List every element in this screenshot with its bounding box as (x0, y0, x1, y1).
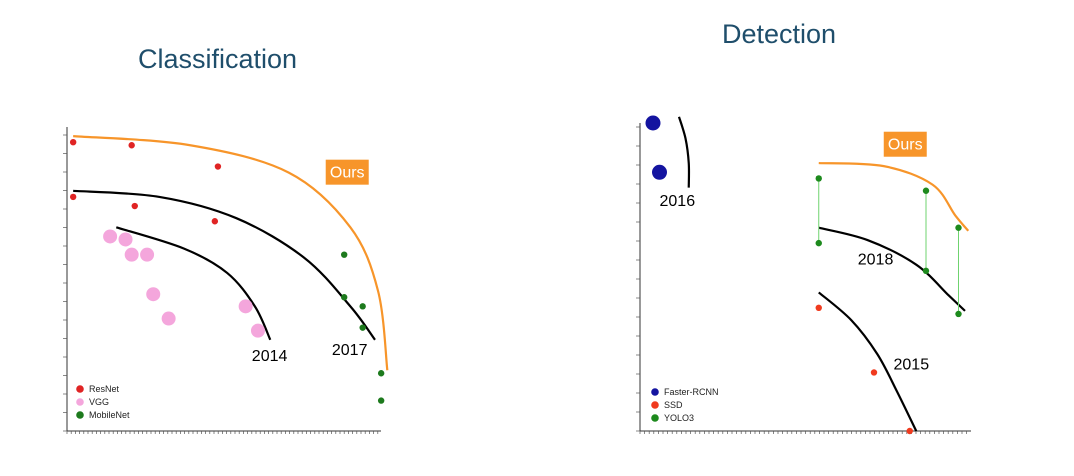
classification-point-mobilenet (359, 324, 366, 331)
classification-ours-label: Ours (330, 165, 365, 182)
detection-point-ssd (906, 427, 913, 435)
detection-point-yolo3 (955, 310, 962, 318)
classification-title: Classification (138, 44, 298, 74)
classification-point-vgg (140, 247, 155, 262)
classification-frontier-2017 (73, 189, 376, 341)
detection-point-faster-rcnn (645, 115, 661, 131)
detection-point-yolo3 (815, 239, 822, 247)
classification-point-vgg (161, 311, 176, 326)
classification-point-vgg (146, 287, 161, 302)
classification-legend-marker-vgg (76, 398, 84, 406)
classification-legend-label-resnet: ResNet (89, 384, 120, 394)
classification-point-vgg (238, 299, 253, 314)
detection-legend-marker-faster-rcnn (651, 388, 659, 396)
detection-era-label-2018: 2018 (858, 252, 894, 269)
classification-era-label-2017: 2017 (332, 342, 368, 359)
detection-frontier-2016 (677, 116, 691, 188)
detection-frontier-2018 (818, 226, 966, 312)
detection-ours-label-box (883, 131, 927, 157)
detection-point-yolo3 (922, 187, 930, 194)
classification-point-mobilenet (341, 251, 348, 258)
detection-title: Detection (722, 19, 837, 49)
classification-point-mobilenet (377, 370, 385, 377)
classification-frontier-ours (73, 135, 389, 371)
classification-legend-label-mobilenet: MobileNet (89, 410, 130, 420)
detection-ours-label: Ours (888, 137, 923, 154)
detection-legend-marker-yolo3 (651, 414, 659, 422)
classification-point-vgg (103, 229, 118, 244)
detection-legend-label-yolo3: YOLO3 (664, 413, 694, 423)
detection-point-faster-rcnn (652, 164, 667, 180)
classification-legend-label-vgg: VGG (89, 397, 109, 407)
classification-panel: 2014 2017 Ours ResNet VGG MobileNet (63, 127, 389, 434)
detection-point-ssd (870, 369, 878, 376)
detection-legend-marker-ssd (651, 401, 659, 409)
detection-frontier-ours (818, 161, 970, 232)
classification-legend-marker-resnet (76, 385, 84, 393)
classification-point-resnet (69, 139, 77, 146)
classification-point-vgg (118, 232, 133, 247)
detection-era-label-2016: 2016 (660, 193, 696, 210)
classification-frontier-2014 (115, 226, 272, 341)
detection-frontier-2015 (818, 291, 918, 432)
classification-point-resnet (128, 142, 135, 149)
classification-point-resnet (69, 193, 77, 201)
classification-point-resnet (214, 163, 222, 170)
classification-point-vgg (124, 247, 139, 262)
classification-era-label-2014: 2014 (252, 348, 288, 365)
detection-point-yolo3 (922, 267, 930, 275)
detection-point-ssd (815, 304, 822, 311)
detection-panel: 2016 2018 2015 Ours Faster-RCNN SSD YOLO3 (636, 115, 971, 435)
detection-era-label-2015: 2015 (894, 356, 930, 373)
classification-point-resnet (131, 202, 138, 210)
detection-legend-label-ssd: SSD (664, 400, 683, 410)
detection-legend-label-faster-rcnn: Faster-RCNN (664, 387, 719, 397)
detection-point-yolo3 (815, 175, 822, 182)
detection-point-yolo3 (955, 224, 962, 231)
classification-legend-marker-mobilenet (76, 411, 84, 419)
classification-point-resnet (211, 218, 219, 225)
classification-point-mobilenet (377, 397, 385, 404)
classification-ours-label-box (325, 159, 369, 185)
classification-point-mobilenet (341, 294, 348, 301)
classification-point-mobilenet (359, 303, 366, 310)
classification-point-vgg (250, 323, 265, 338)
